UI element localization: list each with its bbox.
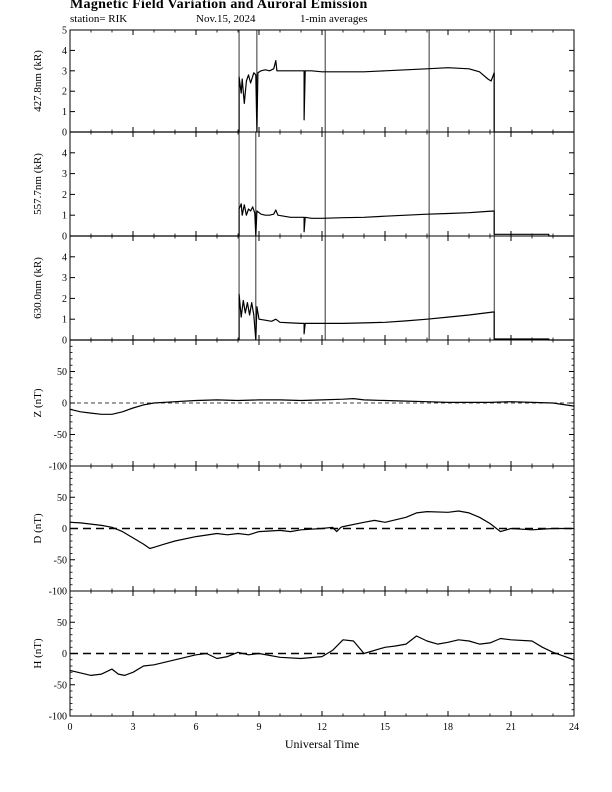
y-tick-label: 1 (62, 211, 67, 222)
x-tick-label: 0 (68, 722, 73, 733)
series-line (70, 293, 574, 341)
y-tick-label: 0 (62, 232, 67, 243)
y-tick-label: 3 (62, 66, 67, 77)
series-line (69, 398, 575, 415)
y-axis-label: Z (nT) (32, 388, 44, 417)
panel-frame (69, 29, 575, 133)
y-tick-label: 2 (62, 87, 67, 98)
y-tick-label: 4 (62, 252, 67, 263)
x-tick-label: 24 (569, 722, 579, 733)
y-tick-label: 0 (62, 399, 67, 410)
y-tick-label: -50 (54, 555, 67, 566)
y-tick-label: 0 (62, 524, 67, 535)
y-tick-label: 3 (62, 169, 67, 180)
panel-4: -100 -50 0 50 Z (nT) (32, 339, 575, 473)
y-tick-label: 4 (62, 148, 67, 159)
x-tick-label: 15 (380, 722, 390, 733)
averaging-label: 1-min averages (300, 13, 368, 25)
y-axis-label: 427.8nm (kR) (32, 50, 44, 112)
y-axis-label: D (nT) (32, 513, 44, 544)
panel-1: 0 1 2 3 4 5 427.8nm (kR) (32, 26, 575, 139)
y-tick-label: 2 (62, 294, 67, 305)
x-tick-label: 3 (131, 722, 136, 733)
y-tick-label: -100 (49, 462, 67, 473)
x-tick-label: 21 (506, 722, 516, 733)
y-tick-label: 4 (62, 46, 67, 57)
y-tick-label: 3 (62, 273, 67, 284)
panel-5: -100 -50 0 50 D (nT) (32, 465, 575, 598)
series-line (70, 60, 574, 133)
y-tick-label: -50 (54, 680, 67, 691)
x-tick-label: 12 (317, 722, 327, 733)
x-axis-label: Universal Time (285, 737, 359, 751)
y-tick-label: 1 (62, 107, 67, 118)
y-tick-label: 1 (62, 315, 67, 326)
chart-title: Magnetic Field Variation and Auroral Emi… (70, 0, 368, 12)
panel-frame (69, 131, 575, 237)
panel-6: -100 -50 0 50 H (nT) (32, 590, 575, 723)
y-tick-label: 2 (62, 190, 67, 201)
y-axis-label: H (nT) (32, 638, 44, 669)
y-tick-label: 0 (62, 336, 67, 347)
series-line (70, 203, 574, 237)
x-tick-label: 6 (194, 722, 199, 733)
panel-3: 0 1 2 3 4 630.0nm (kR) (32, 235, 575, 347)
y-tick-label: -100 (49, 587, 67, 598)
y-tick-label: 50 (57, 367, 67, 378)
panel-2: 0 1 2 3 4 557.7nm (kR) (32, 131, 575, 243)
x-tick-label: 18 (443, 722, 453, 733)
x-tick-label: 9 (257, 722, 262, 733)
series-line (69, 510, 574, 550)
y-tick-label: 50 (57, 493, 67, 504)
date-label: Nov.15, 2024 (196, 13, 256, 25)
y-tick-label: 0 (62, 128, 67, 139)
y-tick-label: 50 (57, 618, 67, 629)
y-tick-label: -50 (54, 430, 67, 441)
panel-frame (69, 235, 575, 341)
station-label: station= RIK (70, 13, 128, 25)
y-tick-label: 0 (62, 649, 67, 660)
y-tick-label: 5 (62, 26, 67, 37)
series-line (69, 635, 575, 676)
y-axis-label: 557.7nm (kR) (32, 153, 44, 215)
y-axis-label: 630.0nm (kR) (32, 257, 44, 319)
y-tick-label: -100 (49, 712, 67, 723)
